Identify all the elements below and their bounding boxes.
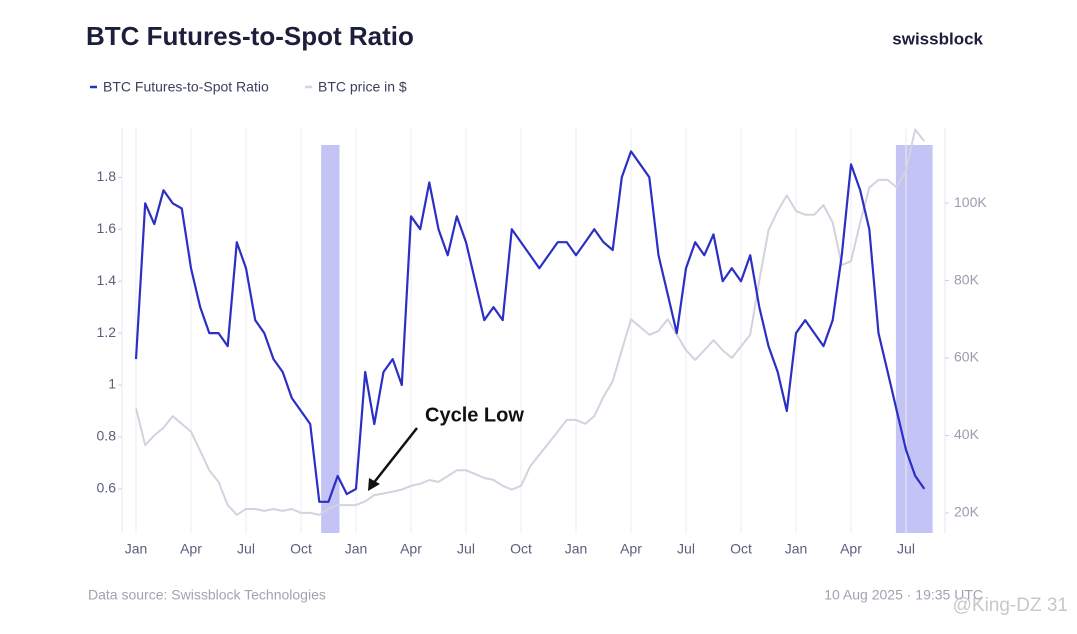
annotation: Cycle Low bbox=[425, 404, 524, 426]
y2-tick-label: 60K bbox=[954, 349, 980, 365]
x-tick-label: Apr bbox=[400, 541, 422, 557]
highlight-band bbox=[895, 145, 933, 533]
legend-label: BTC price in $ bbox=[318, 79, 407, 95]
x-tick-label: Apr bbox=[840, 541, 862, 557]
brand: swissblock bbox=[892, 29, 983, 48]
y-tick-label: 0.8 bbox=[97, 428, 117, 444]
y-tick-label: 1 bbox=[108, 376, 116, 392]
series-line bbox=[135, 128, 926, 516]
y2-tick-label: 100K bbox=[954, 194, 987, 210]
annotation-arrow bbox=[371, 427, 418, 486]
watermark: @King-DZ 31 bbox=[953, 595, 1068, 616]
x-tick-label: Oct bbox=[290, 541, 312, 557]
y-tick-label: 1.6 bbox=[97, 220, 117, 236]
highlight-band bbox=[321, 145, 340, 533]
chart-title: BTC Futures-to-Spot Ratio bbox=[86, 21, 414, 51]
x-tick-label: Oct bbox=[510, 541, 532, 557]
x-tick-label: Jan bbox=[785, 541, 808, 557]
timestamp: 10 Aug 2025 · 19:35 UTC bbox=[824, 587, 983, 603]
y-tick-label: 1.8 bbox=[97, 168, 117, 184]
x-tick-label: Jul bbox=[897, 541, 915, 557]
x-tick-label: Apr bbox=[620, 541, 642, 557]
x-tick-label: Oct bbox=[730, 541, 752, 557]
y2-tick-label: 20K bbox=[954, 504, 980, 520]
annotation-arrowhead bbox=[368, 478, 380, 491]
y-tick-label: 0.6 bbox=[97, 480, 117, 496]
x-tick-label: Jan bbox=[345, 541, 368, 557]
x-tick-label: Apr bbox=[180, 541, 202, 557]
x-tick-label: Jul bbox=[237, 541, 255, 557]
y-tick-label: 1.2 bbox=[97, 324, 117, 340]
y2-tick-label: 40K bbox=[954, 426, 980, 442]
source: Data source: Swissblock Technologies bbox=[88, 587, 326, 603]
plot-back bbox=[135, 128, 933, 533]
x-tick-label: Jan bbox=[125, 541, 148, 557]
x-tick-label: Jul bbox=[457, 541, 475, 557]
y2-tick-label: 80K bbox=[954, 271, 980, 287]
x-tick-label: Jan bbox=[565, 541, 588, 557]
legend-label: BTC Futures-to-Spot Ratio bbox=[103, 79, 269, 95]
x-tick-label: Jul bbox=[677, 541, 695, 557]
series-line bbox=[134, 150, 926, 503]
y-tick-label: 1.4 bbox=[97, 272, 117, 288]
